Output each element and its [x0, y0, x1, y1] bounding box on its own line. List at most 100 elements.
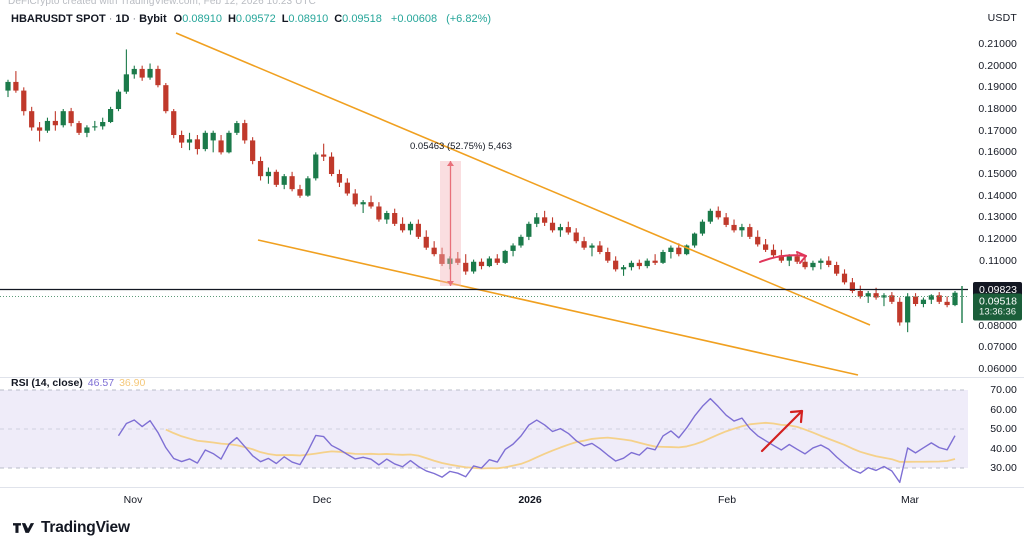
candle-body [573, 232, 579, 242]
candle-body [920, 299, 927, 304]
candle-body [841, 273, 848, 283]
candle-body [928, 295, 934, 300]
candle-body [107, 109, 114, 122]
legend-separator-2: · [132, 12, 137, 25]
candle-body [384, 213, 390, 220]
price-tick-label: 0.07000 [978, 341, 1017, 354]
time-axis[interactable]: Nov Dec 2026 Feb Mar [0, 488, 968, 512]
candle-body [250, 140, 256, 161]
candle-body [352, 193, 358, 205]
candle-body [494, 258, 500, 263]
legend-timeframe[interactable]: 1D [115, 12, 130, 25]
legend-change-pct: (+6.82%) [446, 12, 492, 25]
candle-body [423, 236, 429, 248]
rsi-chart-canvas[interactable] [0, 378, 968, 488]
price-bullish-arrow[interactable] [759, 251, 807, 264]
candle-body [849, 282, 856, 291]
candle-body [439, 254, 445, 264]
rsi-tick-label: 60.00 [990, 403, 1017, 416]
candle-body [407, 223, 414, 231]
candle-body [76, 123, 82, 133]
trendline-upper[interactable] [175, 32, 871, 326]
candle-body [613, 260, 619, 270]
candle-body [13, 81, 19, 91]
candle-body [620, 267, 627, 270]
candle-body [668, 247, 674, 252]
candle-body [321, 154, 327, 157]
price-tick-label: 0.21000 [978, 38, 1017, 50]
candle-body [778, 255, 784, 261]
candle-body [36, 127, 43, 131]
rsi-legend-name[interactable]: RSI (14, close) [11, 377, 83, 389]
candle-body [581, 241, 587, 248]
price-tick-label: 0.20000 [978, 59, 1017, 72]
price-tick-label: 0.15000 [978, 168, 1017, 180]
legend-close: C0.09518 [334, 12, 382, 25]
candle-body [313, 154, 319, 179]
live-price-tag[interactable]: 0.09518 13:36:36 [973, 293, 1022, 321]
candle-body [92, 126, 98, 128]
candle-body [518, 236, 524, 246]
trendline-lower[interactable] [257, 239, 859, 376]
legend-low: L0.08910 [281, 12, 329, 25]
time-tick-label: Nov [123, 494, 143, 506]
price-tick-label: 0.14000 [978, 189, 1017, 202]
candle-body [715, 210, 721, 218]
measurement-label: 0.05463 (52.75%) 5,463 [410, 141, 512, 152]
candle-body [171, 111, 177, 135]
candle-body [226, 132, 232, 153]
candle-body [605, 252, 611, 261]
candle-body [818, 260, 824, 263]
time-tick-label: Dec [312, 494, 332, 506]
candle-body [652, 260, 658, 263]
candle-body [155, 68, 161, 86]
candle-body [281, 176, 287, 185]
candle-body [763, 244, 769, 250]
candle-body [731, 224, 737, 231]
measurement-tool[interactable] [440, 161, 461, 286]
candle-body [431, 247, 437, 255]
candle-body [68, 111, 74, 124]
watermark-text: DeFiCrypto created with TradingView.com,… [8, 0, 316, 7]
legend-exchange[interactable]: Bybit [139, 12, 167, 25]
price-chart-canvas[interactable] [0, 28, 968, 376]
candle-body [289, 176, 295, 190]
price-pane[interactable]: 0.05463 (52.75%) 5,463 [0, 28, 968, 376]
candle-body [699, 221, 706, 234]
candle-body [399, 223, 406, 231]
candlestick-series [5, 49, 958, 333]
candle-body [131, 68, 137, 75]
price-axis-unit: USDT [987, 12, 1017, 24]
candle-body [676, 247, 682, 255]
candle-body [234, 123, 240, 133]
candle-body [526, 223, 532, 237]
candle-body [455, 258, 461, 263]
candle-body [770, 249, 777, 256]
candle-body [392, 213, 398, 224]
candle-body [810, 262, 816, 268]
legend-high: H0.09572 [227, 12, 276, 25]
candle-body [100, 122, 106, 127]
rsi-pane[interactable]: RSI (14, close) 46.57 36.90 [0, 377, 968, 488]
legend-change-abs: +0.00608 [390, 12, 438, 25]
candle-body [534, 217, 540, 224]
candle-body [328, 156, 335, 174]
candle-body [265, 171, 272, 177]
candle-body [360, 202, 366, 205]
price-tick-label: 0.17000 [978, 124, 1017, 137]
candle-body [826, 260, 832, 265]
candle-body [163, 85, 169, 112]
candle-body [597, 245, 603, 252]
legend-symbol[interactable]: HBARUSDT SPOT [11, 12, 106, 25]
candle-body [257, 161, 264, 177]
price-axis[interactable]: USDT 0.21000 0.20000 0.19000 0.18000 0.17000… [968, 8, 1024, 488]
candle-body [336, 174, 343, 183]
rsi-bullish-arrow[interactable] [760, 409, 804, 453]
candle-body [463, 262, 469, 272]
candle-body [21, 90, 27, 112]
price-tick-label: 0.06000 [978, 363, 1017, 375]
candle-body [889, 295, 895, 302]
rsi-legend: RSI (14, close) 46.57 36.90 [11, 377, 145, 389]
candle-body [139, 68, 145, 78]
candle-body [123, 74, 129, 92]
